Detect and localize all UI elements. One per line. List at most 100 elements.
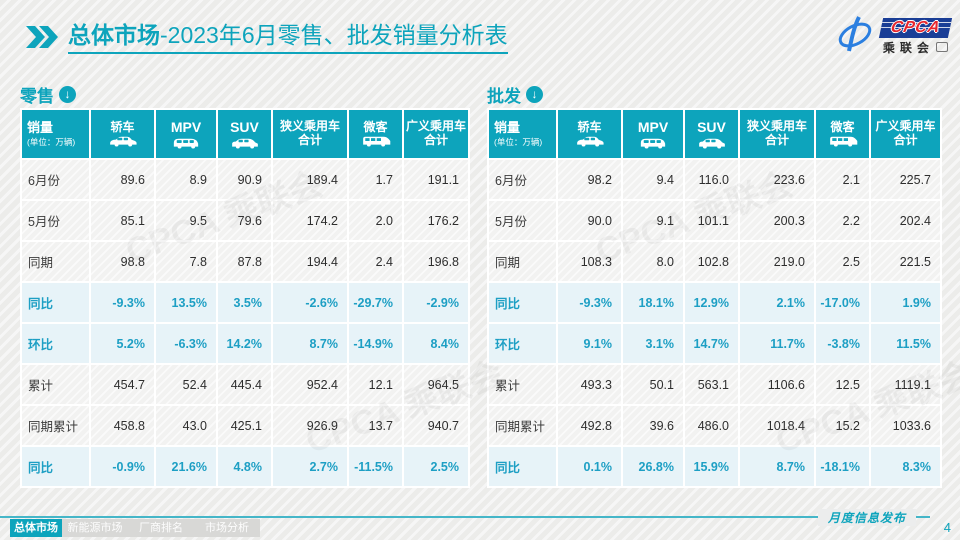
cell-value: 8.7%: [271, 322, 349, 365]
tab-market-analysis[interactable]: 市场分析: [194, 519, 260, 537]
cell-value: 2.5: [814, 240, 871, 283]
table-row: 同比 -0.9% 21.6% 4.8% 2.7% -11.5% 2.5%: [20, 445, 470, 488]
cell-value: 445.4: [216, 363, 273, 406]
row-label: 同期: [20, 240, 91, 283]
table-row: 同期累计 458.8 43.0 425.1 926.9 13.7 940.7: [20, 404, 470, 447]
row-label: 累计: [20, 363, 91, 406]
cell-value: 79.6: [216, 199, 273, 242]
cell-value: -9.3%: [89, 281, 156, 324]
double-chevron-icon: [26, 25, 60, 54]
cell-value: 189.4: [271, 158, 349, 201]
row-label: 环比: [20, 322, 91, 365]
cell-value: 9.5: [154, 199, 218, 242]
down-arrow-icon[interactable]: ↓: [526, 85, 543, 103]
cell-value: 4.8%: [216, 445, 273, 488]
cell-value: 15.9%: [683, 445, 740, 488]
cell-value: 2.0: [347, 199, 404, 242]
cell-value: 1018.4: [738, 404, 816, 447]
cell-value: -14.9%: [347, 322, 404, 365]
column-header: SUV: [216, 108, 273, 160]
cell-value: 12.9%: [683, 281, 740, 324]
cell-value: -11.5%: [347, 445, 404, 488]
header-row: 销量 (单位：万辆) 轿车 MPV SUV 狭义乘用车 合计 微客 广义乘用车 合计: [20, 108, 470, 160]
cell-value: 926.9: [271, 404, 349, 447]
cell-value: 9.4: [621, 158, 685, 201]
table-row: 5月份 90.0 9.1 101.1 200.3 2.2 202.4: [487, 199, 942, 242]
cell-value: 8.9: [154, 158, 218, 201]
section-label-retail: 零售: [20, 86, 54, 106]
cell-value: -9.3%: [556, 281, 623, 324]
column-header: 轿车: [556, 108, 623, 160]
section-label-wholesale: 批发: [487, 86, 521, 106]
cell-value: 15.2: [814, 404, 871, 447]
cell-value: 2.5%: [402, 445, 470, 488]
cell-value: 2.2: [814, 199, 871, 242]
column-header: 广义乘用车 合计: [869, 108, 942, 160]
cell-value: 13.7: [347, 404, 404, 447]
cell-value: 486.0: [683, 404, 740, 447]
cell-value: 7.8: [154, 240, 218, 283]
cell-value: 8.4%: [402, 322, 470, 365]
cell-value: 13.5%: [154, 281, 218, 324]
wholesale-table: 销量 (单位：万辆) 轿车 MPV SUV 狭义乘用车 合计 微客 广义乘用车 合计 6月份 98.2…: [487, 108, 942, 488]
cell-value: 12.5: [814, 363, 871, 406]
row-label: 同期累计: [20, 404, 91, 447]
row-label: 环比: [487, 322, 558, 365]
cell-value: 90.0: [556, 199, 623, 242]
cell-value: 8.7%: [738, 445, 816, 488]
column-header: 轿车: [89, 108, 156, 160]
down-arrow-icon[interactable]: ↓: [59, 85, 76, 103]
wholesale-section: 批发 ↓ 销量 (单位：万辆) 轿车 MPV SUV 狭义乘用车 合计 微客 广义乘用车 合计 6月…: [487, 83, 942, 488]
retail-section-header: 零售 ↓: [20, 83, 470, 106]
table-row: 同期 108.3 8.0 102.8 219.0 2.5 221.5: [487, 240, 942, 283]
row-label: 同比: [487, 281, 558, 324]
cell-value: 1119.1: [869, 363, 942, 406]
tab-overall-market[interactable]: 总体市场: [10, 519, 62, 537]
cell-value: -18.1%: [814, 445, 871, 488]
cell-value: 87.8: [216, 240, 273, 283]
row-label: 5月份: [487, 199, 558, 242]
cell-value: 108.3: [556, 240, 623, 283]
table-row: 同比 -9.3% 13.5% 3.5% -2.6% -29.7% -2.9%: [20, 281, 470, 324]
cell-value: 458.8: [89, 404, 156, 447]
cell-value: 221.5: [869, 240, 942, 283]
cpca-name-row: 乘联会: [883, 39, 948, 56]
cell-value: 14.2%: [216, 322, 273, 365]
cell-value: 5.2%: [89, 322, 156, 365]
table-row: 5月份 85.1 9.5 79.6 174.2 2.0 176.2: [20, 199, 470, 242]
cell-value: 9.1: [621, 199, 685, 242]
footer-tab-bar: 总体市场 新能源市场 厂商排名 市场分析: [10, 519, 260, 537]
cell-value: 21.6%: [154, 445, 218, 488]
row-label: 累计: [487, 363, 558, 406]
release-label: 月度信息发布: [817, 509, 916, 526]
cpca-swoosh-icon: [834, 13, 876, 60]
cell-value: 3.1%: [621, 322, 685, 365]
table-row: 同比 -9.3% 18.1% 12.9% 2.1% -17.0% 1.9%: [487, 281, 942, 324]
cell-value: 3.5%: [216, 281, 273, 324]
cell-value: 454.7: [89, 363, 156, 406]
table-row: 环比 5.2% -6.3% 14.2% 8.7% -14.9% 8.4%: [20, 322, 470, 365]
cell-value: 952.4: [271, 363, 349, 406]
cell-value: 2.1: [814, 158, 871, 201]
cell-value: 176.2: [402, 199, 470, 242]
cell-value: -2.9%: [402, 281, 470, 324]
tab-nev-market[interactable]: 新能源市场: [62, 519, 128, 537]
mpv-icon: [171, 137, 201, 149]
cell-value: 102.8: [683, 240, 740, 283]
footer-rule: [0, 516, 930, 518]
cell-value: 89.6: [89, 158, 156, 201]
cell-value: 11.7%: [738, 322, 816, 365]
suv-icon: [230, 137, 260, 149]
tab-manufacturer-ranking[interactable]: 厂商排名: [128, 519, 194, 537]
cell-value: 194.4: [271, 240, 349, 283]
cell-value: 2.7%: [271, 445, 349, 488]
seal-icon: [935, 42, 948, 52]
column-header: SUV: [683, 108, 740, 160]
cpca-name: 乘联会: [882, 40, 934, 55]
cell-value: 493.3: [556, 363, 623, 406]
cell-value: 101.1: [683, 199, 740, 242]
mpv-icon: [638, 137, 668, 149]
row-label: 同期累计: [487, 404, 558, 447]
cell-value: 85.1: [89, 199, 156, 242]
